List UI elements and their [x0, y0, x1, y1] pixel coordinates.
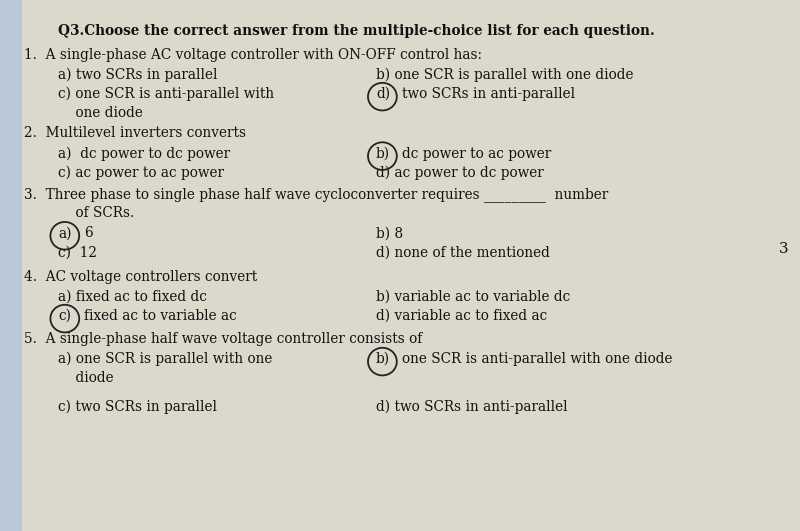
Text: 2.  Multilevel inverters converts: 2. Multilevel inverters converts	[24, 126, 246, 140]
Text: b) 8: b) 8	[376, 226, 403, 240]
Text: dc power to ac power: dc power to ac power	[402, 147, 551, 160]
Text: d) ac power to dc power: d) ac power to dc power	[376, 166, 544, 180]
Text: a) two SCRs in parallel: a) two SCRs in parallel	[58, 68, 218, 82]
Text: a) one SCR is parallel with one: a) one SCR is parallel with one	[58, 352, 273, 366]
Text: a): a)	[58, 226, 72, 240]
Text: Q3.Choose the correct answer from the multiple-choice list for each question.: Q3.Choose the correct answer from the mu…	[58, 24, 655, 38]
Text: b): b)	[376, 147, 390, 160]
Text: c) ac power to ac power: c) ac power to ac power	[58, 166, 224, 180]
Text: a)  dc power to dc power: a) dc power to dc power	[58, 147, 230, 161]
Text: diode: diode	[58, 371, 114, 385]
Text: fixed ac to variable ac: fixed ac to variable ac	[84, 309, 237, 323]
Text: d): d)	[376, 87, 390, 101]
Text: d) none of the mentioned: d) none of the mentioned	[376, 245, 550, 259]
Text: one SCR is anti-parallel with one diode: one SCR is anti-parallel with one diode	[402, 352, 672, 366]
Text: c) one SCR is anti-parallel with: c) one SCR is anti-parallel with	[58, 87, 274, 101]
Text: c)  12: c) 12	[58, 245, 98, 259]
Text: a) fixed ac to fixed dc: a) fixed ac to fixed dc	[58, 290, 207, 304]
Text: one diode: one diode	[58, 106, 143, 120]
Text: 3: 3	[778, 242, 788, 255]
Text: two SCRs in anti-parallel: two SCRs in anti-parallel	[402, 87, 574, 101]
Text: 3.  Three phase to single phase half wave cycloconverter requires _________  num: 3. Three phase to single phase half wave…	[24, 187, 608, 202]
Text: 1.  A single-phase AC voltage controller with ON-OFF control has:: 1. A single-phase AC voltage controller …	[24, 48, 482, 62]
Text: b) variable ac to variable dc: b) variable ac to variable dc	[376, 290, 570, 304]
Text: 5.  A single-phase half wave voltage controller consists of: 5. A single-phase half wave voltage cont…	[24, 332, 422, 346]
Text: b) one SCR is parallel with one diode: b) one SCR is parallel with one diode	[376, 68, 634, 82]
Text: b): b)	[376, 352, 390, 366]
Text: c): c)	[58, 309, 71, 323]
Text: 4.  AC voltage controllers convert: 4. AC voltage controllers convert	[24, 270, 258, 284]
Text: d) variable ac to fixed ac: d) variable ac to fixed ac	[376, 309, 547, 323]
Text: d) two SCRs in anti-parallel: d) two SCRs in anti-parallel	[376, 399, 568, 414]
Text: 6: 6	[84, 226, 93, 240]
Text: c) two SCRs in parallel: c) two SCRs in parallel	[58, 399, 218, 414]
Text: of SCRs.: of SCRs.	[58, 206, 134, 220]
Bar	[0, 0, 22, 531]
